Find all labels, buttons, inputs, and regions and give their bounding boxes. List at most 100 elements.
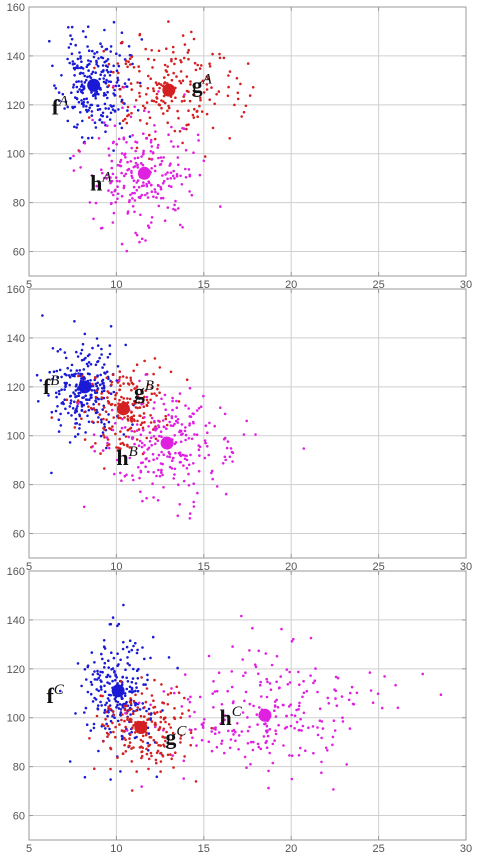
data-point <box>128 744 131 748</box>
data-point <box>72 154 75 158</box>
data-point <box>217 671 221 674</box>
data-point <box>112 20 116 24</box>
data-point <box>243 755 247 759</box>
data-point <box>152 435 156 438</box>
data-point <box>79 57 82 60</box>
data-point <box>208 65 212 68</box>
data-point <box>126 444 129 448</box>
data-point <box>185 378 189 382</box>
data-point <box>226 440 230 443</box>
data-point <box>138 95 142 98</box>
data-point <box>127 435 131 439</box>
data-point <box>132 179 136 182</box>
data-point <box>131 191 134 195</box>
data-point <box>254 433 257 436</box>
data-point <box>145 395 149 399</box>
series-h-points <box>124 614 443 791</box>
data-point <box>135 385 139 388</box>
data-point <box>111 679 114 683</box>
data-point <box>81 378 85 381</box>
data-point <box>98 674 102 677</box>
data-point <box>131 474 134 477</box>
data-point <box>183 755 186 758</box>
cluster-label-f: fA <box>52 94 69 120</box>
data-point <box>128 57 132 60</box>
data-point <box>129 697 132 700</box>
data-point <box>108 352 112 356</box>
data-point <box>181 453 185 457</box>
data-point <box>155 427 158 431</box>
data-point <box>336 676 340 680</box>
data-point <box>80 99 83 102</box>
data-point <box>105 370 109 374</box>
data-point <box>126 417 130 421</box>
data-point <box>143 421 146 424</box>
data-point <box>302 691 306 695</box>
data-point <box>164 408 167 412</box>
data-point <box>125 85 128 88</box>
data-point <box>139 213 142 217</box>
data-point <box>117 84 121 88</box>
data-point <box>211 52 214 56</box>
data-point <box>126 680 130 683</box>
data-point <box>77 394 81 398</box>
data-point <box>100 418 103 422</box>
data-point <box>73 320 76 323</box>
data-point <box>173 707 176 710</box>
data-point <box>113 109 117 113</box>
data-point <box>135 686 138 689</box>
data-point <box>79 166 82 169</box>
data-point <box>105 376 109 380</box>
data-point <box>123 736 126 740</box>
data-point <box>304 749 307 752</box>
data-point <box>152 407 155 410</box>
data-point <box>170 467 174 470</box>
y-tick-label: 80 <box>13 762 25 774</box>
data-point <box>66 366 69 370</box>
data-point <box>110 159 114 163</box>
data-point <box>118 370 122 373</box>
data-point <box>94 395 98 399</box>
data-point <box>102 77 105 80</box>
data-point <box>160 106 163 110</box>
data-point <box>168 420 171 424</box>
data-point <box>90 110 94 113</box>
cluster-label-base: f <box>43 374 51 399</box>
data-point <box>130 111 133 115</box>
data-point <box>126 65 129 69</box>
data-point <box>171 396 174 400</box>
data-point <box>160 159 164 163</box>
data-point <box>179 741 182 744</box>
data-point <box>230 450 234 454</box>
data-point <box>86 664 90 667</box>
data-point <box>179 440 183 444</box>
data-point <box>149 421 153 424</box>
data-point <box>96 387 100 390</box>
data-point <box>177 483 180 487</box>
data-point <box>152 706 155 709</box>
data-point <box>113 472 116 476</box>
x-tick-label: 15 <box>198 843 210 855</box>
data-point <box>83 711 86 714</box>
data-point <box>127 45 131 48</box>
data-point <box>166 206 170 209</box>
data-point <box>99 114 103 117</box>
data-point <box>86 414 89 418</box>
data-point <box>37 400 40 403</box>
data-point <box>211 692 214 695</box>
data-point <box>113 124 117 127</box>
data-point <box>119 658 122 662</box>
data-point <box>75 85 79 89</box>
centroid-g <box>162 83 176 97</box>
data-point <box>178 79 181 83</box>
data-point <box>135 233 139 237</box>
data-point <box>198 695 202 699</box>
plot-frame <box>28 6 467 277</box>
data-point <box>166 177 169 181</box>
data-point <box>181 712 184 715</box>
data-point <box>89 363 93 366</box>
data-point <box>126 415 130 418</box>
data-point <box>199 405 203 409</box>
data-point <box>188 174 192 178</box>
data-point <box>149 656 152 660</box>
